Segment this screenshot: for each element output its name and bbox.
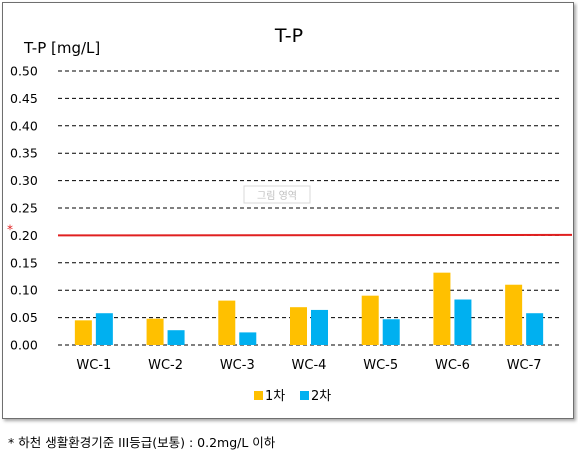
x-tick-label: WC-2: [148, 358, 183, 373]
plot-area-placeholder-label: 그림 영역: [257, 190, 297, 202]
chart-title: T-P: [274, 25, 303, 47]
bar-series1-wc-5: [361, 295, 379, 345]
y-tick-label: 0.20: [10, 228, 38, 243]
x-tick-label: WC-1: [76, 358, 111, 373]
x-tick-label: WC-4: [292, 358, 327, 373]
bar-series2-wc-3: [239, 332, 257, 345]
legend-label-series1: 1차: [265, 389, 285, 404]
y-tick-label: 0.05: [10, 310, 38, 325]
legend-label-series2: 2차: [311, 389, 331, 404]
y-axis-label: T-P [mg/L]: [23, 39, 100, 57]
bar-series1-wc-7: [505, 284, 523, 345]
y-tick-label: 0.40: [10, 118, 38, 133]
y-tick-label: 0.15: [10, 255, 38, 270]
reference-line-marker: *: [7, 222, 13, 236]
legend: 1차 2차: [254, 389, 331, 404]
y-tick-label: 0.10: [10, 283, 38, 298]
x-tick-labels: WC-1 WC-2 WC-3 WC-4 WC-5 WC-6 WC-7: [76, 358, 541, 373]
bar-series1-wc-3: [218, 300, 236, 345]
reference-line: [57, 233, 573, 237]
plot-area-placeholder: [243, 185, 311, 204]
x-tick-label: WC-7: [507, 358, 542, 373]
bar-series2-wc-4: [311, 309, 328, 345]
legend-swatch-series1: [254, 391, 263, 400]
x-tick-label: WC-5: [363, 358, 398, 373]
y-tick-label: 0.50: [10, 64, 38, 79]
bar-series1-wc-2: [146, 318, 164, 345]
gridlines: [58, 70, 560, 346]
y-tick-labels: 0.00 0.05 0.10 0.15 0.20 0.25 0.30 0.35 0.40 0.45…: [10, 64, 38, 353]
bar-series2-wc-1: [95, 313, 113, 345]
bar-series1-wc-6: [433, 272, 451, 345]
bar-series2-wc-7: [526, 313, 544, 345]
bar-series1-wc-1: [74, 320, 92, 345]
x-tick-label: WC-3: [220, 358, 255, 373]
y-tick-label: 0.25: [10, 201, 38, 216]
tp-bar-chart: * 0.000.050.100.150.200.250.300.350.400.…: [7, 25, 573, 404]
bars: [74, 272, 544, 345]
bar-series2-wc-2: [167, 330, 185, 345]
reference-line-group: *: [7, 222, 573, 237]
y-tick-label: 0.00: [10, 338, 38, 353]
x-tick-label: WC-6: [435, 358, 470, 373]
bar-series1-wc-4: [290, 307, 307, 345]
y-tick-label: 0.35: [10, 146, 38, 161]
y-tick-label: 0.30: [10, 173, 38, 188]
legend-swatch-series2: [300, 391, 309, 400]
bar-series2-wc-6: [454, 299, 472, 345]
bar-series2-wc-5: [382, 319, 400, 345]
footnote: * 하천 생활환경기준 III등급(보통) : 0.2mg/L 이하: [8, 435, 276, 450]
y-tick-label: 0.45: [10, 91, 38, 106]
